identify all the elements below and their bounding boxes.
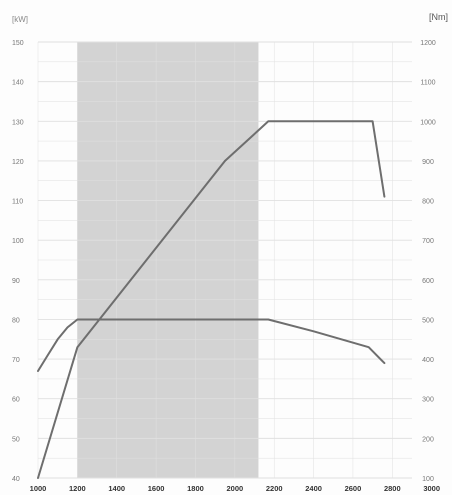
y-right-tick-label: 500	[422, 317, 434, 324]
y-left-tick-label: 70	[12, 357, 20, 364]
y-left-tick-label: 40	[12, 476, 20, 483]
y-right-tick-label: 900	[422, 159, 434, 166]
gridlines	[37, 41, 412, 479]
y-right-tick-label: 400	[422, 357, 434, 364]
y-right-tick-label: 700	[422, 238, 434, 245]
y-left-tick-label: 120	[12, 159, 24, 166]
x-tick-label: 3000	[423, 484, 440, 493]
x-tick-label: 2400	[305, 484, 322, 493]
x-tick-label: 1800	[187, 484, 204, 493]
y-left-unit-label: [kW]	[12, 15, 28, 24]
x-tick-label: 2200	[266, 484, 283, 493]
y-right-tick-label: 100	[422, 476, 434, 483]
y-left-tick-label: 100	[12, 238, 24, 245]
y-left-tick-label: 50	[12, 436, 20, 443]
x-tick-label: 1000	[30, 484, 47, 493]
right-axis-ticks: 100 200 300 400 500 600 700 800 900 1000 1100 1200	[420, 40, 436, 483]
series-line-right-axis	[37, 318, 386, 372]
x-tick-label: 1600	[148, 484, 165, 493]
x-tick-label: 2000	[226, 484, 243, 493]
series-line-left-axis	[37, 120, 386, 479]
y-left-tick-label: 110	[12, 199, 23, 206]
left-axis-ticks: 40 50 60 70 80 90 100 110 120 130 140 150	[12, 40, 24, 483]
y-right-tick-label: 300	[422, 397, 434, 404]
series-lines	[37, 120, 386, 479]
x-tick-label: 2800	[384, 484, 401, 493]
y-left-tick-label: 80	[12, 317, 20, 324]
y-right-tick-label: 600	[422, 278, 434, 285]
y-left-tick-label: 140	[12, 80, 24, 87]
y-right-tick-label: 800	[422, 199, 434, 206]
x-axis-ticks: 1000 1200 1400 1600 1800 2000 2200 2400 2600 2800…	[30, 484, 440, 493]
y-left-tick-label: 60	[12, 397, 20, 404]
x-tick-label: 1400	[108, 484, 125, 493]
y-left-tick-label: 130	[12, 119, 24, 126]
y-left-tick-label: 90	[12, 278, 20, 285]
y-left-tick-label: 150	[12, 40, 24, 47]
x-tick-label: 1200	[69, 484, 86, 493]
y-right-tick-label: 1200	[420, 40, 436, 47]
y-right-tick-label: 200	[422, 436, 434, 443]
y-right-tick-label: 1100	[420, 80, 435, 87]
x-tick-label: 2600	[345, 484, 362, 493]
y-right-unit-label: [Nm]	[429, 12, 448, 22]
y-right-tick-label: 1000	[420, 119, 436, 126]
